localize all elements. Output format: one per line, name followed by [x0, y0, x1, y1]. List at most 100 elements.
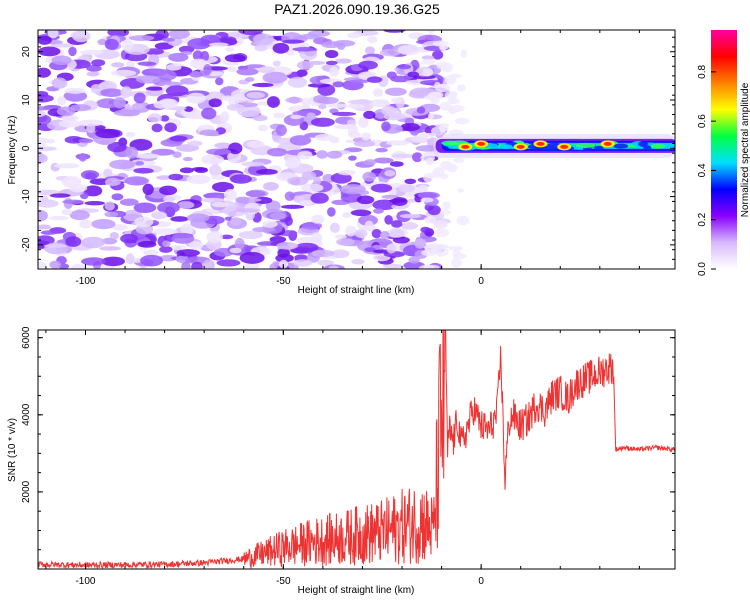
- spectrogram-noise-blob: [119, 198, 139, 206]
- spectrogram-ytick-label: 10: [21, 94, 32, 106]
- spectrogram-noise-blob: [257, 66, 275, 74]
- snr-ytick-label: 6000: [21, 326, 32, 349]
- spectrogram-noise-blob: [51, 77, 68, 89]
- spectrogram-noise-blob: [62, 199, 85, 204]
- spectrogram-noise-blob: [187, 38, 211, 50]
- spectrogram-noise-blob: [285, 157, 302, 167]
- spectrogram-noise-blob: [326, 207, 336, 217]
- spectrogram-noise-blob: [137, 240, 157, 248]
- spectrogram-noise-blob: [78, 119, 104, 127]
- spectrogram-noise-blob: [386, 140, 410, 146]
- spectrogram-noise-blob: [38, 35, 52, 45]
- spectrogram-noise-blob: [391, 196, 408, 206]
- spectrogram-noise-blob: [265, 200, 281, 212]
- spectrogram-noise-blob: [56, 106, 76, 117]
- spectrogram-fade-blob: [442, 201, 451, 210]
- spectrogram-noise-blob: [373, 208, 384, 214]
- spectrogram-noise-blob: [224, 188, 237, 201]
- spectrogram-noise-blob: [143, 249, 159, 256]
- spectrogram-xtick-label: -50: [276, 276, 291, 287]
- spectrogram-noise-blob: [254, 196, 273, 204]
- spectrogram-noise-blob: [391, 97, 404, 104]
- spectrogram-noise-blob: [266, 147, 288, 157]
- spectrogram-noise-blob: [254, 44, 268, 52]
- spectrogram-noise-blob: [216, 259, 241, 267]
- spectrogram-noise-blob: [421, 55, 435, 61]
- spectrogram-noise-blob: [246, 91, 265, 99]
- spectrogram-noise-blob: [168, 173, 184, 181]
- spectrogram-noise-blob: [252, 114, 268, 122]
- spectrogram-noise-blob: [272, 60, 281, 67]
- spectrogram-noise-blob: [329, 66, 340, 77]
- spectrogram-noise-blob: [168, 52, 189, 62]
- snr-series-line: [38, 330, 675, 569]
- spectrogram-noise-blob: [113, 109, 140, 117]
- spectrogram-noise-blob: [44, 243, 67, 249]
- spectrogram-fade-blob: [418, 264, 435, 269]
- spectrogram-noise-blob: [199, 129, 219, 137]
- snr-xlabel: Height of straight line (km): [298, 585, 415, 596]
- spectrogram-noise-blob: [372, 88, 384, 97]
- spectrogram-noise-blob: [326, 103, 349, 108]
- spectrogram-fade-blob: [451, 258, 462, 268]
- colorbar-tick-label: 0.8: [697, 64, 708, 78]
- spectrogram-noise-blob: [70, 104, 92, 112]
- spectrogram-noise-blob: [347, 99, 373, 105]
- spectrogram-noise-blob: [350, 209, 372, 217]
- spectrogram-fade-blob: [440, 173, 449, 180]
- spectrogram-noise-blob: [189, 71, 203, 78]
- spectrogram-noise-blob: [326, 150, 343, 159]
- spectrogram-noise-blob: [292, 47, 318, 52]
- spectrogram-noise-blob: [220, 234, 234, 240]
- spectrogram-noise-blob: [372, 199, 397, 211]
- spectrogram-noise-blob: [61, 114, 79, 122]
- spectrogram-noise-blob: [391, 153, 416, 159]
- spectrogram-fade-blob: [420, 197, 434, 203]
- spectrogram-noise-blob: [384, 214, 393, 225]
- spectrogram-noise-blob: [38, 137, 51, 144]
- spectrogram-noise-blob: [201, 197, 225, 203]
- spectrogram-noise-blob: [86, 123, 96, 134]
- spectrogram-noise-blob: [363, 110, 376, 120]
- spectrogram-noise-blob: [192, 50, 203, 61]
- spectrogram-fade-blob: [441, 62, 453, 73]
- spectrogram-noise-blob: [241, 161, 265, 167]
- spectrogram-noise-blob: [269, 212, 286, 220]
- spectrogram-noise-blob: [208, 42, 229, 47]
- spectrogram-noise-blob: [252, 226, 275, 233]
- spectrogram-noise-blob: [336, 238, 355, 246]
- spectrogram-noise-blob: [80, 170, 100, 180]
- spectrogram-noise-blob: [245, 77, 255, 82]
- colorbar-tick-label: 0.4: [697, 163, 708, 177]
- spectrogram-noise-blob: [235, 208, 261, 213]
- spectrogram-noise-blob: [262, 182, 279, 191]
- spectrogram-heatmap: [38, 30, 675, 269]
- spectrogram-noise-blob: [61, 208, 73, 216]
- snr-frame: [37, 329, 676, 570]
- spectrogram-noise-blob: [158, 254, 178, 262]
- spectrogram-noise-blob: [364, 247, 376, 252]
- spectrogram-fade-blob: [452, 253, 467, 260]
- spectrogram-noise-blob: [183, 106, 194, 112]
- spectrogram-noise-blob: [109, 159, 136, 170]
- spectrogram-noise-blob: [51, 43, 75, 48]
- spectrogram-fade-blob: [454, 117, 470, 125]
- spectrogram-noise-blob: [151, 148, 175, 156]
- spectrogram-noise-blob: [247, 140, 265, 149]
- spectrogram-noise-blob: [307, 83, 330, 88]
- spectrogram-noise-blob: [109, 232, 119, 240]
- spectrogram-fade-blob: [428, 112, 435, 120]
- spectrogram-noise-blob: [179, 167, 194, 174]
- spectrogram-noise-blob: [51, 55, 72, 66]
- colorbar-tick-label: 0.6: [697, 114, 708, 128]
- spectrogram-fade-blob: [449, 95, 457, 105]
- spectrogram-noise-blob: [238, 230, 263, 239]
- spectrogram-ytick-label: 0: [21, 145, 32, 151]
- spectrogram-noise-blob: [275, 253, 294, 263]
- spectrogram-noise-blob: [364, 46, 376, 55]
- spectrogram-noise-blob: [236, 67, 259, 76]
- signal-band-wobble: [575, 142, 596, 148]
- spectrogram-xlabel: Height of straight line (km): [298, 285, 415, 296]
- spectrogram-noise-blob: [364, 220, 374, 231]
